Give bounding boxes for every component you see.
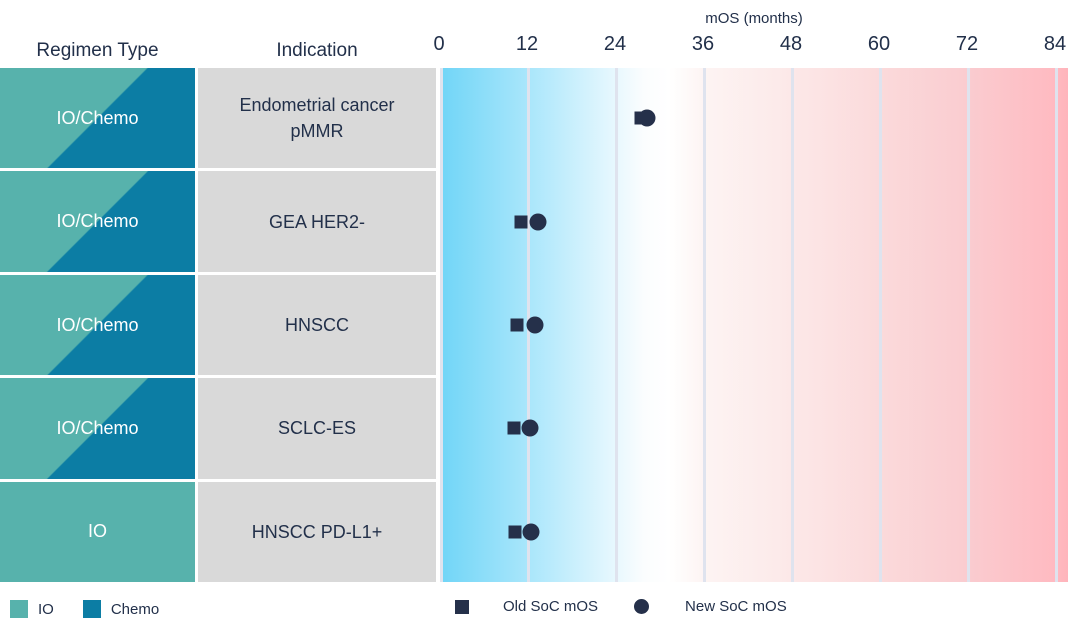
indication-label: SCLC-ES: [277, 418, 357, 439]
old-soc-square-icon: [455, 599, 469, 614]
axis-tick-label: 0: [433, 33, 445, 55]
table-row: IO/Chemo Endometrial cancer pMMR: [0, 68, 436, 169]
gridline: [879, 68, 882, 582]
regimen-cell: IO/Chemo: [0, 68, 195, 169]
regimen-cell: IO/Chemo: [0, 378, 195, 479]
table-row: IO/Chemo GEA HER2-: [0, 171, 436, 272]
old-soc-marker: [510, 318, 524, 332]
new-soc-legend-label: New SoC mOS: [685, 598, 787, 615]
old-soc-marker: [634, 111, 648, 125]
new-soc-marker: [526, 316, 544, 334]
axis-tick-label: 72: [955, 33, 979, 55]
regimen-label: IO/Chemo: [56, 417, 139, 438]
table-row: IO HNSCC PD-L1+: [0, 481, 436, 583]
regimen-label: IO/Chemo: [56, 314, 139, 335]
indication-label: Endometrial cancer pMMR: [239, 95, 395, 142]
gridline: [967, 68, 970, 582]
axis-tick-label: 12: [515, 33, 539, 55]
regimen-cell: IO/Chemo: [0, 274, 195, 376]
plot-row: [440, 68, 1068, 168]
regimen-label: IO: [87, 521, 107, 542]
chemo-swatch-icon: [82, 600, 101, 618]
gridline: [1055, 68, 1058, 582]
old-soc-marker: [508, 525, 522, 539]
new-soc-marker: [522, 523, 540, 541]
plot-row: [440, 171, 1068, 271]
io-legend-label: IO: [38, 600, 54, 618]
gridline: [791, 68, 794, 582]
plot-row: [440, 378, 1068, 478]
gridline: [440, 68, 443, 582]
indication-label: GEA HER2-: [268, 211, 366, 232]
indication-label: HNSCC: [284, 314, 349, 335]
io-swatch-icon: [10, 600, 28, 618]
axis-title: mOS (months): [705, 10, 803, 27]
new-soc-circle-icon: [634, 599, 650, 614]
regimen-legend: IO Chemo: [10, 600, 159, 618]
table-row: IO/Chemo SCLC-ES: [0, 378, 436, 479]
gridline: [703, 68, 706, 582]
axis-tick-label: 84: [1043, 33, 1067, 55]
indication-cell: Endometrial cancer pMMR: [198, 68, 436, 169]
indication-cell: GEA HER2-: [198, 171, 436, 272]
regimen-cell: IO/Chemo: [0, 171, 195, 272]
indication-cell: HNSCC: [198, 274, 436, 376]
old-soc-legend-label: Old SoC mOS: [503, 598, 599, 615]
indication-cell: SCLC-ES: [198, 378, 436, 479]
gridline: [615, 68, 618, 582]
indication-header: Indication: [276, 40, 358, 61]
indication-cell: HNSCC PD-L1+: [198, 481, 436, 583]
axis-tick-label: 36: [691, 33, 715, 55]
chemo-legend-label: Chemo: [110, 600, 160, 618]
plot-area: [440, 68, 1068, 582]
axis-tick-label: 60: [867, 33, 891, 55]
regimen-type-header: Regimen Type: [36, 40, 159, 61]
plot-row: [440, 482, 1068, 582]
regimen-label: IO/Chemo: [56, 211, 139, 232]
new-soc-marker: [529, 213, 547, 231]
regimen-cell: IO: [0, 481, 195, 583]
plot-row: [440, 275, 1068, 375]
new-soc-marker: [521, 419, 539, 437]
regimen-indication-table: IO/Chemo Endometrial cancer pMMR IO/Chem…: [0, 68, 436, 583]
table-row: IO/Chemo HNSCC: [0, 274, 436, 376]
axis-tick-label: 24: [603, 33, 627, 55]
axis-tick-label: 48: [779, 33, 803, 55]
old-soc-marker: [507, 421, 521, 435]
old-soc-marker: [514, 215, 528, 229]
marker-legend: Old SoC mOS New SoC mOS: [455, 598, 787, 615]
indication-label: HNSCC PD-L1+: [251, 521, 383, 542]
regimen-label: IO/Chemo: [56, 107, 139, 128]
